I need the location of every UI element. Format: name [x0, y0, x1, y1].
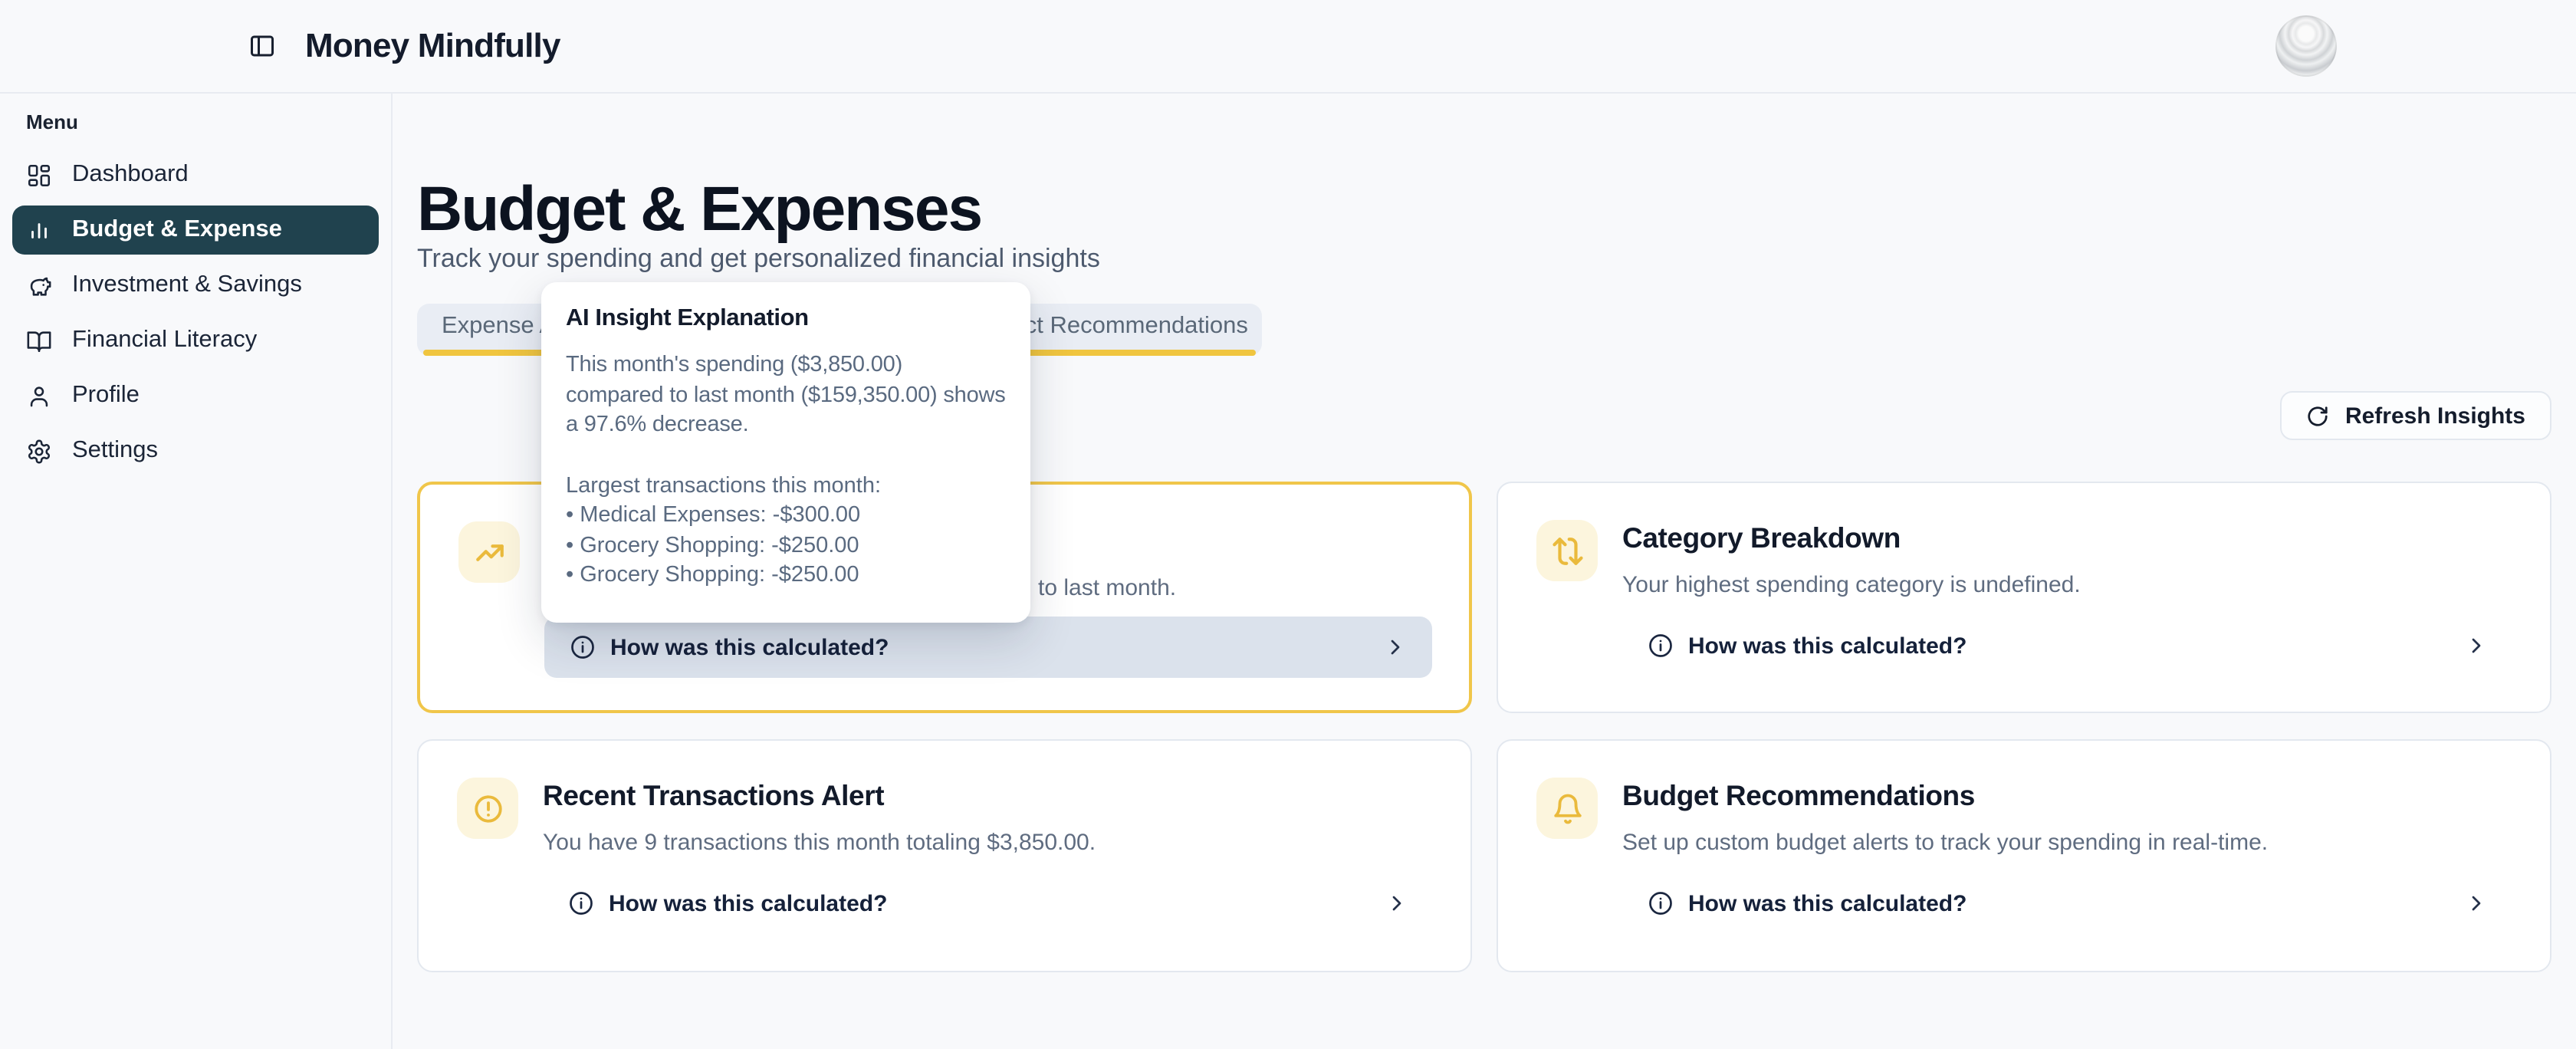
- how-calculated-label: How was this calculated?: [609, 890, 888, 916]
- info-icon: [1649, 634, 1672, 657]
- sidebar: Menu Dashboard Budget & Expense: [0, 92, 393, 1049]
- sidebar-item-investment-savings[interactable]: Investment & Savings: [12, 261, 379, 310]
- sidebar-item-profile[interactable]: Profile: [12, 371, 379, 420]
- popup-list-item: • Grocery Shopping: -$250.00: [566, 563, 859, 587]
- info-icon: [571, 636, 594, 659]
- popup-list-header: Largest transactions this month:: [566, 473, 882, 498]
- repeat-icon: [1552, 537, 1582, 564]
- icon-tile: [457, 778, 518, 839]
- how-calculated-label: How was this calculated?: [1688, 890, 1967, 916]
- info-icon: [570, 892, 593, 915]
- how-calculated-label: How was this calculated?: [1688, 633, 1967, 659]
- gear-icon: [26, 438, 52, 464]
- avatar[interactable]: [2275, 15, 2337, 77]
- info-icon: [1649, 892, 1672, 915]
- popup-title: AI Insight Explanation: [566, 305, 809, 331]
- page-title: Budget & Expenses: [417, 173, 983, 245]
- user-icon: [26, 383, 52, 409]
- open-book-icon: [26, 327, 52, 354]
- how-calculated-row[interactable]: How was this calculated?: [543, 873, 1434, 934]
- dashboard-grid-icon: [26, 162, 52, 188]
- sidebar-toggle-icon[interactable]: [248, 32, 276, 60]
- chevron-right-icon: [2472, 638, 2481, 653]
- popup-list-item: • Grocery Shopping: -$250.00: [566, 533, 859, 557]
- chevron-right-icon: [2472, 896, 2481, 911]
- app-title: Money Mindfully: [305, 26, 560, 64]
- refresh-icon: [2308, 406, 2328, 426]
- sidebar-item-label: Financial Literacy: [72, 327, 258, 353]
- icon-tile: [458, 521, 520, 583]
- sidebar-item-budget-expense[interactable]: Budget & Expense: [12, 206, 379, 255]
- card-description: You have 9 transactions this month total…: [543, 830, 1096, 856]
- popup-paragraph: This month's spending ($3,850.00) compar…: [566, 353, 1006, 437]
- card-title: Recent Transactions Alert: [543, 779, 885, 811]
- trending-up-icon: [475, 544, 503, 561]
- card-description: Set up custom budget alerts to track you…: [1622, 830, 2269, 856]
- card-category-breakdown: Category Breakdown Your highest spending…: [1497, 482, 2551, 713]
- bell-icon: [1553, 793, 1581, 824]
- how-calculated-row[interactable]: How was this calculated?: [544, 617, 1432, 678]
- refresh-insights-button[interactable]: Refresh Insights: [2280, 391, 2551, 440]
- sidebar-item-label: Investment & Savings: [72, 271, 302, 298]
- card-budget-recommendations: Budget Recommendations Set up custom bud…: [1497, 739, 2551, 972]
- alert-circle-icon: [474, 794, 501, 822]
- sidebar-item-label: Profile: [72, 382, 140, 408]
- refresh-insights-label: Refresh Insights: [2344, 403, 2525, 429]
- how-calculated-row[interactable]: How was this calculated?: [1622, 873, 2513, 934]
- sidebar-item-dashboard[interactable]: Dashboard: [12, 150, 379, 199]
- sidebar-item-label: Dashboard: [72, 161, 189, 187]
- sidebar-item-settings[interactable]: Settings: [12, 426, 379, 475]
- sidebar-item-label: Budget & Expense: [72, 216, 282, 242]
- piggy-bank-icon: [26, 272, 52, 298]
- top-bar: Money Mindfully: [0, 0, 2576, 94]
- sidebar-nav: Dashboard Budget & Expense Investme: [0, 150, 391, 482]
- chevron-right-icon: [1391, 640, 1400, 655]
- icon-tile: [1536, 520, 1598, 581]
- sidebar-section-label: Menu: [26, 110, 78, 133]
- main-content: Budget & Expenses Track your spending an…: [391, 92, 2576, 1049]
- card-recent-transactions: Recent Transactions Alert You have 9 tra…: [417, 739, 1472, 972]
- popup-list-item: • Medical Expenses: -$300.00: [566, 503, 861, 528]
- ai-insight-popup: AI Insight Explanation This month's spen…: [541, 282, 1030, 622]
- how-calculated-label: How was this calculated?: [610, 634, 889, 660]
- card-description-fragment: to last month.: [1038, 575, 1177, 601]
- card-title: Category Breakdown: [1622, 521, 1901, 554]
- card-title: Budget Recommendations: [1622, 779, 1975, 811]
- chevron-right-icon: [1392, 896, 1401, 911]
- sidebar-item-label: Settings: [72, 437, 159, 463]
- page-subtitle: Track your spending and get personalized…: [417, 244, 1100, 273]
- sidebar-item-financial-literacy[interactable]: Financial Literacy: [12, 316, 379, 365]
- icon-tile: [1536, 778, 1598, 839]
- how-calculated-row[interactable]: How was this calculated?: [1622, 615, 2513, 676]
- card-description: Your highest spending category is undefi…: [1622, 572, 2081, 598]
- bar-chart-icon: [26, 217, 52, 243]
